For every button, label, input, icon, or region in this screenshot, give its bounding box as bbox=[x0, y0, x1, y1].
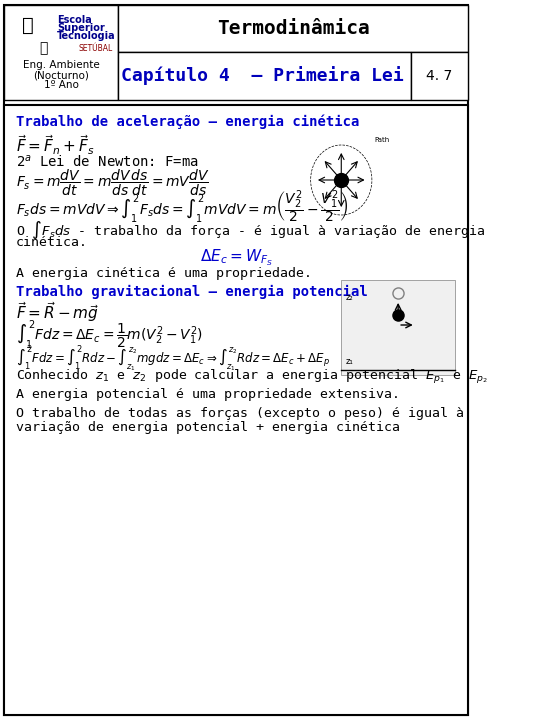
Text: Capítulo 4  – Primeira Lei: Capítulo 4 – Primeira Lei bbox=[121, 66, 404, 86]
FancyBboxPatch shape bbox=[118, 52, 411, 100]
FancyBboxPatch shape bbox=[4, 5, 468, 715]
Text: SETÚBAL: SETÚBAL bbox=[79, 43, 113, 53]
Text: $\int_1^2 Fdz = \Delta E_c = \dfrac{1}{2}m(V_2^2 - V_1^2)$: $\int_1^2 Fdz = \Delta E_c = \dfrac{1}{2… bbox=[16, 318, 203, 351]
Text: 4. 7: 4. 7 bbox=[426, 69, 453, 83]
Text: $\vec{F} = \vec{R} - m\vec{g}$: $\vec{F} = \vec{R} - m\vec{g}$ bbox=[16, 300, 99, 324]
FancyBboxPatch shape bbox=[4, 5, 118, 100]
Text: z₂: z₂ bbox=[346, 293, 353, 302]
Text: variação de energia potencial + energia cinética: variação de energia potencial + energia … bbox=[16, 420, 400, 433]
Text: O $\int F_s ds$ - trabalho da força - é igual à variação de energia: O $\int F_s ds$ - trabalho da força - é … bbox=[16, 219, 485, 241]
Text: $\Delta E_c = W_{F_S}$: $\Delta E_c = W_{F_S}$ bbox=[200, 248, 273, 269]
Text: Trabalho gravitacional – energia potencial: Trabalho gravitacional – energia potenci… bbox=[16, 285, 368, 299]
Text: (Nocturno): (Nocturno) bbox=[33, 70, 89, 80]
Text: $\vec{F} = \vec{F}_n + \vec{F}_s$: $\vec{F} = \vec{F}_n + \vec{F}_s$ bbox=[16, 133, 94, 157]
FancyBboxPatch shape bbox=[341, 280, 455, 375]
Text: Trabalho de aceleração – energia cinética: Trabalho de aceleração – energia cinétic… bbox=[16, 114, 359, 130]
Text: A energia potencial é uma propriedade extensiva.: A energia potencial é uma propriedade ex… bbox=[16, 387, 400, 400]
Text: z₁: z₁ bbox=[346, 357, 353, 366]
Text: 🌍: 🌍 bbox=[39, 41, 48, 55]
FancyBboxPatch shape bbox=[411, 52, 468, 100]
FancyBboxPatch shape bbox=[4, 105, 468, 715]
Text: Termodinâmica: Termodinâmica bbox=[217, 19, 369, 37]
Text: Escola: Escola bbox=[57, 15, 92, 25]
Text: Conhecido $z_1$ e $z_2$ pode calcular a energia potencial $E_{p_1}$ e $E_{p_2}$: Conhecido $z_1$ e $z_2$ pode calcular a … bbox=[16, 368, 488, 386]
Text: $\int_1^2 Fdz = \int_1^2 Rdz - \int_{z_1}^{z_2} mgdz = \Delta E_c \Rightarrow \i: $\int_1^2 Fdz = \int_1^2 Rdz - \int_{z_1… bbox=[16, 344, 330, 374]
Text: 1º Ano: 1º Ano bbox=[44, 80, 79, 90]
Text: A energia cinética é uma propriedade.: A energia cinética é uma propriedade. bbox=[16, 266, 312, 279]
Text: $F_s = m\dfrac{dV}{dt} = m\dfrac{dV}{ds}\dfrac{ds}{dt} = mV\dfrac{dV}{ds}$: $F_s = m\dfrac{dV}{dt} = m\dfrac{dV}{ds}… bbox=[16, 168, 210, 198]
Text: cinética.: cinética. bbox=[16, 235, 88, 248]
Text: Tecnologia: Tecnologia bbox=[57, 31, 116, 41]
Text: O trabalho de todas as forças (excepto o peso) é igual à: O trabalho de todas as forças (excepto o… bbox=[16, 407, 464, 420]
Text: 2$^a$ Lei de Newton: F=ma: 2$^a$ Lei de Newton: F=ma bbox=[16, 154, 199, 170]
Text: 🏫: 🏫 bbox=[22, 16, 33, 35]
Text: $F_s ds = mVdV \Rightarrow \int_1^2 F_s ds = \int_1^2 mVdV = m\left(\dfrac{V_2^2: $F_s ds = mVdV \Rightarrow \int_1^2 F_s … bbox=[16, 188, 348, 226]
Text: Path: Path bbox=[375, 137, 390, 143]
FancyBboxPatch shape bbox=[118, 5, 468, 52]
Text: Eng. Ambiente: Eng. Ambiente bbox=[23, 60, 99, 70]
Text: Superior: Superior bbox=[57, 23, 105, 33]
